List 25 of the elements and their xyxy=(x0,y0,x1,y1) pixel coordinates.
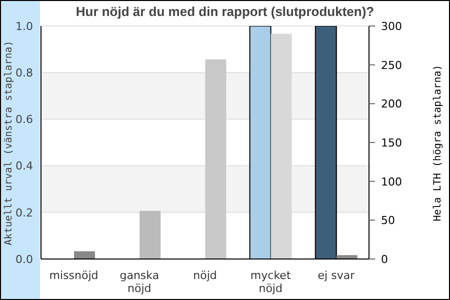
bar xyxy=(74,251,95,259)
chart-title: Hur nöjd är du med din rapport (slutprodukten)? xyxy=(74,4,376,19)
y-tick-label: 0.6 xyxy=(16,113,33,126)
bar xyxy=(205,59,226,259)
y2-tick-label: 150 xyxy=(381,136,402,150)
x-tick-label: ej svar xyxy=(318,269,356,282)
y-tick-label: 0.0 xyxy=(16,252,33,266)
y-tick-label: 1.0 xyxy=(16,20,33,33)
y-tick-label: 0.2 xyxy=(16,206,33,220)
y2-tick-label: 300 xyxy=(381,20,402,33)
x-tick-label: missnöjd xyxy=(49,269,98,282)
x-tick-label: mycket nöjd xyxy=(250,269,292,295)
x-tick-label: nöjd xyxy=(193,269,217,282)
y2-axis-title: Hela LTH (högra staplarna) xyxy=(432,64,444,222)
y-tick-label: 0.4 xyxy=(16,160,33,173)
y2-tick-label: 250 xyxy=(381,58,402,72)
y-axis-title: Aktuellt urval (vänstra staplarna) xyxy=(4,40,14,246)
bar xyxy=(140,210,161,259)
x-tick-label: ganska nöjd xyxy=(120,269,160,295)
y2-tick-label: 100 xyxy=(381,175,402,188)
y2-tick-label: 0 xyxy=(381,253,388,266)
y2-tick-label: 200 xyxy=(381,98,402,111)
y2-tick-label: 50 xyxy=(381,214,395,228)
y-tick-label: 0.8 xyxy=(16,66,33,80)
bar xyxy=(336,255,358,259)
